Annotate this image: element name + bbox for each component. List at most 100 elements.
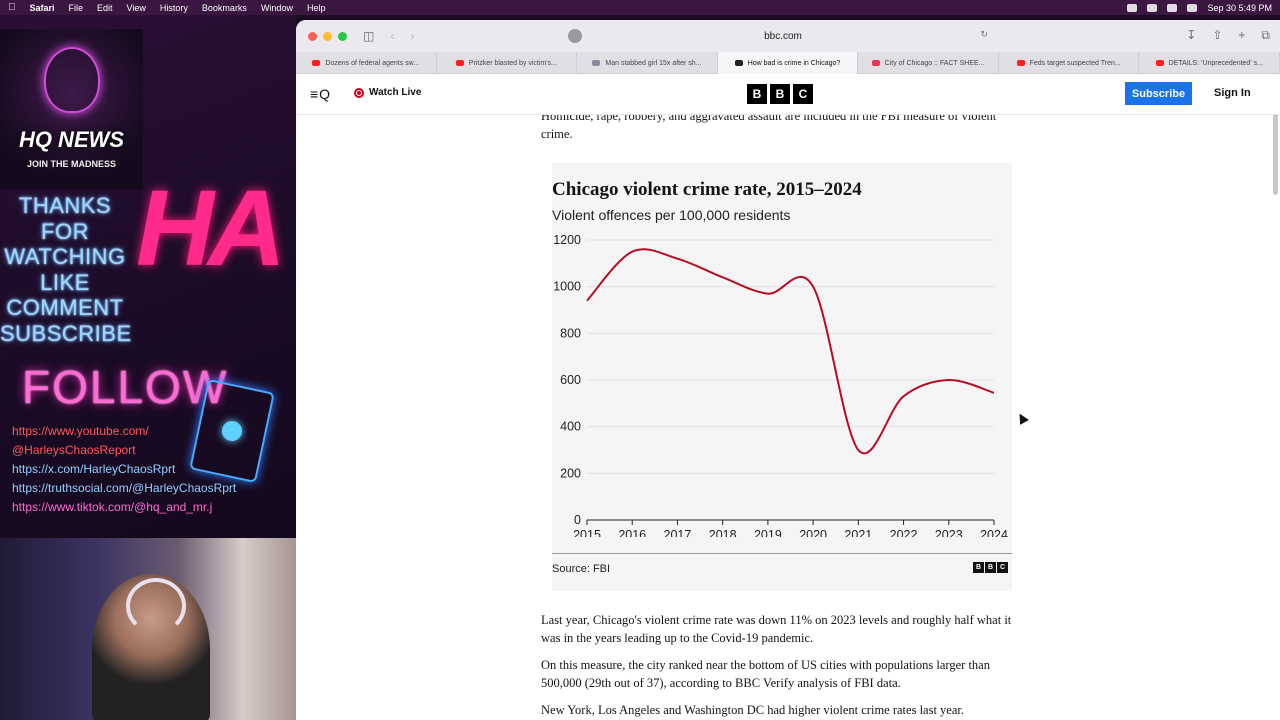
- x-tick-label: 2024: [980, 528, 1008, 537]
- x-link: https://x.com/HarleyChaosRprt: [12, 462, 176, 476]
- battery-icon[interactable]: [1167, 3, 1178, 12]
- browser-tab[interactable]: DETAILS: 'Unprecedented' s...: [1139, 52, 1280, 74]
- tab-label: DETAILS: 'Unprecedented' s...: [1168, 59, 1263, 67]
- thanks-line: LIKE: [40, 269, 90, 295]
- menu-help[interactable]: Help: [299, 2, 326, 13]
- browser-tab[interactable]: Pritzker blasted by victim's...: [437, 52, 578, 74]
- tab-label: Dozens of federal agents sw...: [325, 59, 420, 67]
- truthsocial-link: https://truthsocial.com/@HarleyChaosRprt: [12, 481, 237, 495]
- y-tick-label: 0: [574, 513, 581, 527]
- follow-heading: FOLLOW: [22, 361, 229, 413]
- forward-icon[interactable]: ›: [410, 29, 415, 43]
- menu-bar-status-area: Sep 30 5:49 PM: [1127, 3, 1272, 13]
- stream-overlay: HQ NEWS JOIN THE MADNESS HA THANKS FOR W…: [0, 15, 296, 720]
- y-tick-label: 600: [560, 373, 581, 387]
- hq-news-logo: HQ NEWS JOIN THE MADNESS: [0, 29, 143, 189]
- chart-divider: [552, 553, 1012, 554]
- downloads-icon[interactable]: ↧: [1186, 28, 1197, 42]
- menu-view[interactable]: View: [119, 2, 146, 13]
- watch-live-link[interactable]: Watch Live: [354, 87, 421, 98]
- x-tick-label: 2016: [618, 528, 646, 537]
- bbc-logo[interactable]: B B C: [747, 84, 813, 104]
- x-tick-label: 2022: [890, 528, 918, 537]
- bbc-logo-letter: B: [973, 562, 984, 573]
- article-paragraph: Last year, Chicago's violent crime rate …: [541, 613, 1012, 645]
- y-tick-label: 200: [560, 466, 581, 480]
- address-bar[interactable]: bbc.com ↻: [568, 26, 998, 46]
- safari-window: ◫ ‹ › bbc.com ↻ ↧ ⇧ + ⧉ Dozens of federa…: [296, 20, 1280, 720]
- back-icon[interactable]: ‹: [390, 29, 395, 43]
- browser-tab[interactable]: Feds target suspected Tren...: [999, 52, 1140, 74]
- youtube-favicon-icon: [312, 60, 321, 66]
- logo-subtitle: JOIN THE MADNESS: [26, 159, 116, 169]
- menu-edit[interactable]: Edit: [89, 2, 113, 13]
- close-window-button[interactable]: [308, 31, 317, 41]
- chart-bbc-logo: B B C: [973, 562, 1008, 573]
- tab-label: City of Chicago :: FACT SHEE...: [884, 59, 985, 67]
- article-paragraph: On this measure, the city ranked near th…: [541, 658, 990, 690]
- tab-label: How bad is crime in Chicago?: [747, 59, 841, 67]
- reload-icon[interactable]: ↻: [980, 29, 988, 39]
- bbc-favicon-icon: [734, 60, 743, 66]
- x-tick-label: 2020: [799, 528, 827, 537]
- city-favicon-icon: [871, 60, 880, 66]
- bbc-logo-letter: C: [997, 562, 1008, 573]
- zoom-window-button[interactable]: [338, 31, 347, 41]
- article-paragraph: New York, Los Angeles and Washington DC …: [541, 703, 964, 717]
- bbc-logo-letter: B: [985, 562, 996, 573]
- search-icon[interactable]: [1187, 3, 1198, 12]
- page-scrollbar[interactable]: [1273, 105, 1278, 195]
- menu-bar-clock[interactable]: Sep 30 5:49 PM: [1207, 2, 1272, 13]
- browser-tab[interactable]: Man stabbed girl 15x after sh...: [577, 52, 718, 74]
- x-tick-label: 2019: [754, 528, 782, 537]
- new-tab-icon[interactable]: +: [1238, 28, 1246, 42]
- youtube-handle: @HarleysChaosReport: [12, 443, 136, 457]
- browser-tab[interactable]: Dozens of federal agents sw...: [296, 52, 437, 74]
- tab-overview-icon[interactable]: ⧉: [1261, 28, 1270, 42]
- webcam-feed: [0, 538, 323, 720]
- menu-window[interactable]: Window: [253, 2, 293, 13]
- series-line: [586, 248, 995, 455]
- youtube-favicon-icon: [1155, 60, 1164, 66]
- youtube-link: https://www.youtube.com/: [12, 424, 149, 438]
- chart-title: Chicago violent crime rate, 2015–2024: [552, 179, 862, 200]
- minimize-window-button[interactable]: [323, 31, 332, 41]
- document-favicon-icon: [592, 60, 601, 66]
- browser-toolbar: ◫ ‹ › bbc.com ↻ ↧ ⇧ + ⧉: [296, 20, 1280, 52]
- menu-search-icon[interactable]: ≡Q: [310, 86, 332, 102]
- apple-icon[interactable]: : [8, 2, 16, 13]
- thanks-line: COMMENT: [6, 295, 124, 320]
- chart-source: Source: FBI: [552, 563, 611, 575]
- logo-title: HQ NEWS: [18, 127, 125, 152]
- url-text[interactable]: bbc.com: [764, 30, 802, 42]
- window-controls: [308, 31, 347, 41]
- menu-app-name[interactable]: Safari: [22, 2, 55, 13]
- youtube-favicon-icon: [1016, 60, 1025, 66]
- mouse-cursor-icon: [1015, 411, 1029, 425]
- sidebar-toggle-icon[interactable]: ◫: [363, 29, 375, 43]
- logo-face-icon: [44, 47, 100, 113]
- subscribe-button[interactable]: Subscribe: [1125, 82, 1192, 105]
- headset-icon: [126, 578, 186, 634]
- thanks-text: THANKS FOR WATCHING LIKE COMMENT SUBSCRI…: [0, 193, 132, 346]
- menu-bookmarks[interactable]: Bookmarks: [194, 2, 247, 13]
- watch-live-label: Watch Live: [369, 87, 422, 98]
- share-icon[interactable]: ⇧: [1212, 28, 1223, 42]
- toolbar-right-actions: ↧ ⇧ + ⧉: [1186, 28, 1270, 43]
- menu-history[interactable]: History: [152, 2, 188, 13]
- sign-in-link[interactable]: Sign In: [1214, 87, 1251, 99]
- browser-tab[interactable]: How bad is crime in Chicago?: [717, 52, 859, 74]
- bbc-article-page: ≡Q Watch Live B B C Subscribe Sign In Ho…: [296, 75, 1280, 720]
- browser-tab[interactable]: City of Chicago :: FACT SHEE...: [858, 52, 999, 74]
- thanks-line: SUBSCRIBE: [0, 320, 132, 346]
- tab-label: Feds target suspected Tren...: [1029, 59, 1121, 67]
- wifi-icon[interactable]: [1127, 3, 1138, 12]
- privacy-report-icon[interactable]: [568, 29, 582, 43]
- bluetooth-icon[interactable]: [1147, 3, 1158, 12]
- x-tick-label: 2017: [664, 528, 692, 537]
- menu-file[interactable]: File: [61, 2, 84, 13]
- youtube-favicon-icon: [455, 60, 464, 66]
- crime-rate-chart: Chicago violent crime rate, 2015–2024 Vi…: [552, 163, 1012, 591]
- tiktok-link: https://www.tiktok.com/@hq_and_mr.j: [12, 500, 213, 514]
- overlay-big-text: HA: [136, 167, 286, 288]
